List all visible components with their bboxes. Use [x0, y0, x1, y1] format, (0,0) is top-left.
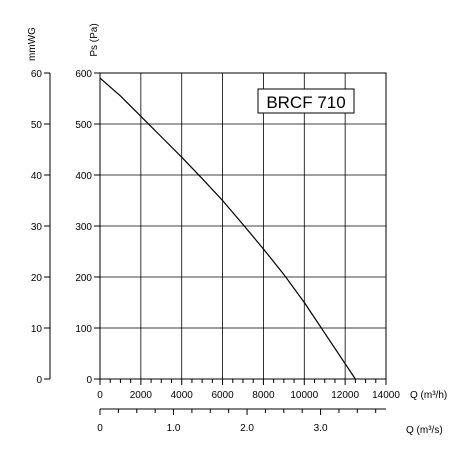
x-secondary-tick-label: 0 — [97, 423, 103, 434]
y-inner-tick-label: 100 — [75, 324, 92, 335]
grid-lines — [99, 72, 387, 380]
x-primary-tick-label: 0 — [97, 390, 103, 401]
chart-title: BRCF 710 — [266, 93, 345, 112]
series-layer — [99, 77, 356, 380]
x-secondary-tick-label: 3.0 — [314, 423, 328, 434]
x-primary-tick-label: 14000 — [372, 390, 400, 401]
y-outer-tick-label: 50 — [31, 120, 43, 131]
y-inner-tick-label: 200 — [75, 273, 92, 284]
y-outer-tick-label: 60 — [31, 69, 43, 80]
x-primary-tick-label: 10000 — [290, 390, 318, 401]
x-secondary-axis-label: Q (m³/s) — [406, 425, 443, 436]
x-primary-tick-label: 2000 — [130, 390, 153, 401]
performance-curve — [99, 77, 356, 380]
y-inner-tick-label: 0 — [86, 375, 92, 386]
y-outer-tick-label: 0 — [36, 375, 42, 386]
x-secondary-tick-label: 2.0 — [240, 423, 254, 434]
x-secondary-tick-label: 1.0 — [167, 423, 181, 434]
y-inner-tick-label: 600 — [75, 69, 92, 80]
y-outer-axis-label: mmWG — [27, 27, 38, 61]
y-outer-tick-label: 10 — [31, 324, 43, 335]
x-primary-tick-label: 6000 — [211, 390, 234, 401]
x-primary-tick-label: 8000 — [252, 390, 275, 401]
chart-title-box — [257, 88, 355, 114]
x-primary-tick-label: 12000 — [331, 390, 359, 401]
y-inner-tick-label: 500 — [75, 120, 92, 131]
y-inner-axis-label: Ps (Pa) — [89, 23, 100, 56]
y-outer-tick-label: 40 — [31, 171, 43, 182]
y-outer-tick-label: 20 — [31, 273, 43, 284]
x-primary-tick-label: 4000 — [171, 390, 194, 401]
y-outer-tick-label: 30 — [31, 222, 43, 233]
x-primary-axis-label: Q (m³/h) — [410, 390, 447, 401]
y-inner-tick-label: 400 — [75, 171, 92, 182]
y-inner-tick-label: 300 — [75, 222, 92, 233]
